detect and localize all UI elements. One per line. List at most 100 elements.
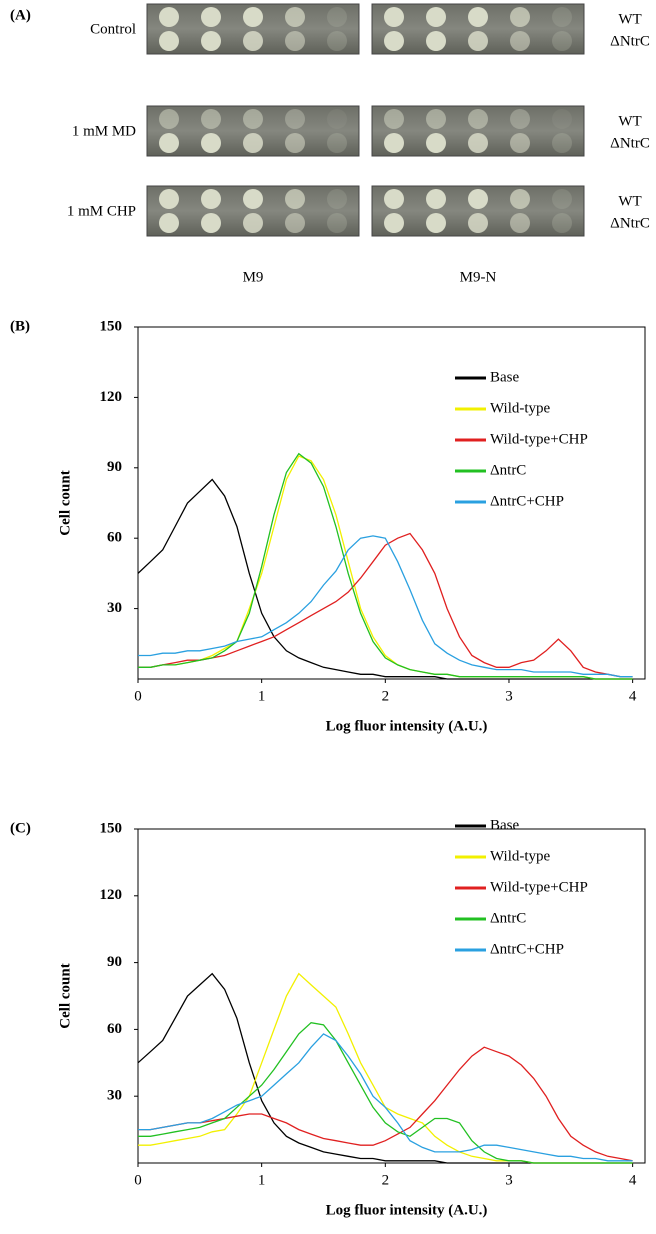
y-tick-label: 60 <box>107 1021 122 1037</box>
spot <box>285 133 305 153</box>
x-tick-label: 3 <box>505 688 513 704</box>
y-tick-label: 30 <box>107 600 122 616</box>
panel-label: (A) <box>10 7 31 23</box>
spot <box>384 31 404 51</box>
spot <box>468 133 488 153</box>
x-tick-label: 0 <box>134 1172 142 1188</box>
y-tick-label: 150 <box>100 820 123 836</box>
y-tick-label: 120 <box>100 389 123 405</box>
legend-label: Wild-type+CHP <box>490 431 588 447</box>
spot <box>243 109 263 129</box>
spot <box>510 109 530 129</box>
series-line <box>138 1046 633 1162</box>
spot <box>159 31 179 51</box>
strain-label: ΔNtrC <box>610 33 650 49</box>
spot <box>426 109 446 129</box>
medium-label: M9-N <box>460 269 497 285</box>
x-tick-label: 1 <box>258 1172 266 1188</box>
spot <box>552 189 572 209</box>
strain-label: WT <box>618 113 641 129</box>
legend-label: Wild-type <box>490 848 551 864</box>
spot <box>552 133 572 153</box>
y-axis-title: Cell count <box>57 470 73 535</box>
spot <box>426 189 446 209</box>
spot <box>285 109 305 129</box>
series-line <box>137 972 633 1164</box>
spot <box>510 31 530 51</box>
y-tick-label: 90 <box>107 954 122 970</box>
x-tick-label: 4 <box>629 688 637 704</box>
condition-label: 1 mM MD <box>72 123 136 139</box>
spot <box>327 133 347 153</box>
spot <box>468 109 488 129</box>
spot <box>510 133 530 153</box>
legend-label: Wild-type+CHP <box>490 879 588 895</box>
y-tick-label: 90 <box>107 459 122 475</box>
spot <box>384 189 404 209</box>
spot <box>468 189 488 209</box>
series-line <box>138 535 633 678</box>
x-axis-title: Log fluor intensity (A.U.) <box>326 1202 488 1218</box>
spot <box>384 213 404 233</box>
y-tick-label: 30 <box>107 1088 122 1104</box>
spot <box>552 213 572 233</box>
series-line <box>138 972 633 1164</box>
spot <box>510 213 530 233</box>
plot-frame <box>137 326 646 680</box>
spot <box>159 133 179 153</box>
legend-label: ΔntrC+CHP <box>490 941 564 957</box>
spot <box>552 7 572 27</box>
series-line <box>138 452 633 680</box>
spot <box>327 31 347 51</box>
spot <box>384 109 404 129</box>
spot <box>201 109 221 129</box>
y-tick-label: 150 <box>100 318 123 334</box>
spot <box>243 7 263 27</box>
medium-label: M9 <box>243 269 264 285</box>
strain-label: WT <box>618 11 641 27</box>
spot <box>201 7 221 27</box>
spot <box>426 7 446 27</box>
spot <box>243 31 263 51</box>
x-tick-label: 4 <box>629 1172 637 1188</box>
series-line <box>138 455 633 680</box>
spot <box>327 189 347 209</box>
spot <box>552 109 572 129</box>
y-tick-label: 120 <box>100 887 123 903</box>
spot <box>384 7 404 27</box>
spot <box>159 7 179 27</box>
strain-label: ΔNtrC <box>610 135 650 151</box>
x-tick-label: 2 <box>382 1172 390 1188</box>
x-tick-label: 0 <box>134 688 142 704</box>
x-tick-label: 2 <box>382 688 390 704</box>
spot <box>426 213 446 233</box>
spot <box>285 31 305 51</box>
y-tick-label: 60 <box>107 530 122 546</box>
spot <box>468 31 488 51</box>
spot <box>243 213 263 233</box>
condition-label: Control <box>90 21 136 37</box>
strain-label: WT <box>618 193 641 209</box>
spot <box>552 31 572 51</box>
x-tick-label: 3 <box>505 1172 513 1188</box>
panel-label: (B) <box>10 318 30 334</box>
spot <box>426 133 446 153</box>
condition-label: 1 mM CHP <box>67 203 136 219</box>
spot <box>159 109 179 129</box>
spot <box>327 7 347 27</box>
legend-label: ΔntrC+CHP <box>490 493 564 509</box>
plot-frame <box>137 828 646 1164</box>
legend-label: Wild-type <box>490 400 551 416</box>
series-line <box>138 1033 633 1162</box>
y-axis-title: Cell count <box>57 963 73 1028</box>
series-line <box>138 532 633 678</box>
x-axis-title: Log fluor intensity (A.U.) <box>326 718 488 734</box>
spot <box>327 213 347 233</box>
spot <box>285 7 305 27</box>
spot <box>510 189 530 209</box>
spot <box>201 31 221 51</box>
spot <box>201 133 221 153</box>
series-line <box>138 1022 633 1164</box>
spot <box>384 133 404 153</box>
